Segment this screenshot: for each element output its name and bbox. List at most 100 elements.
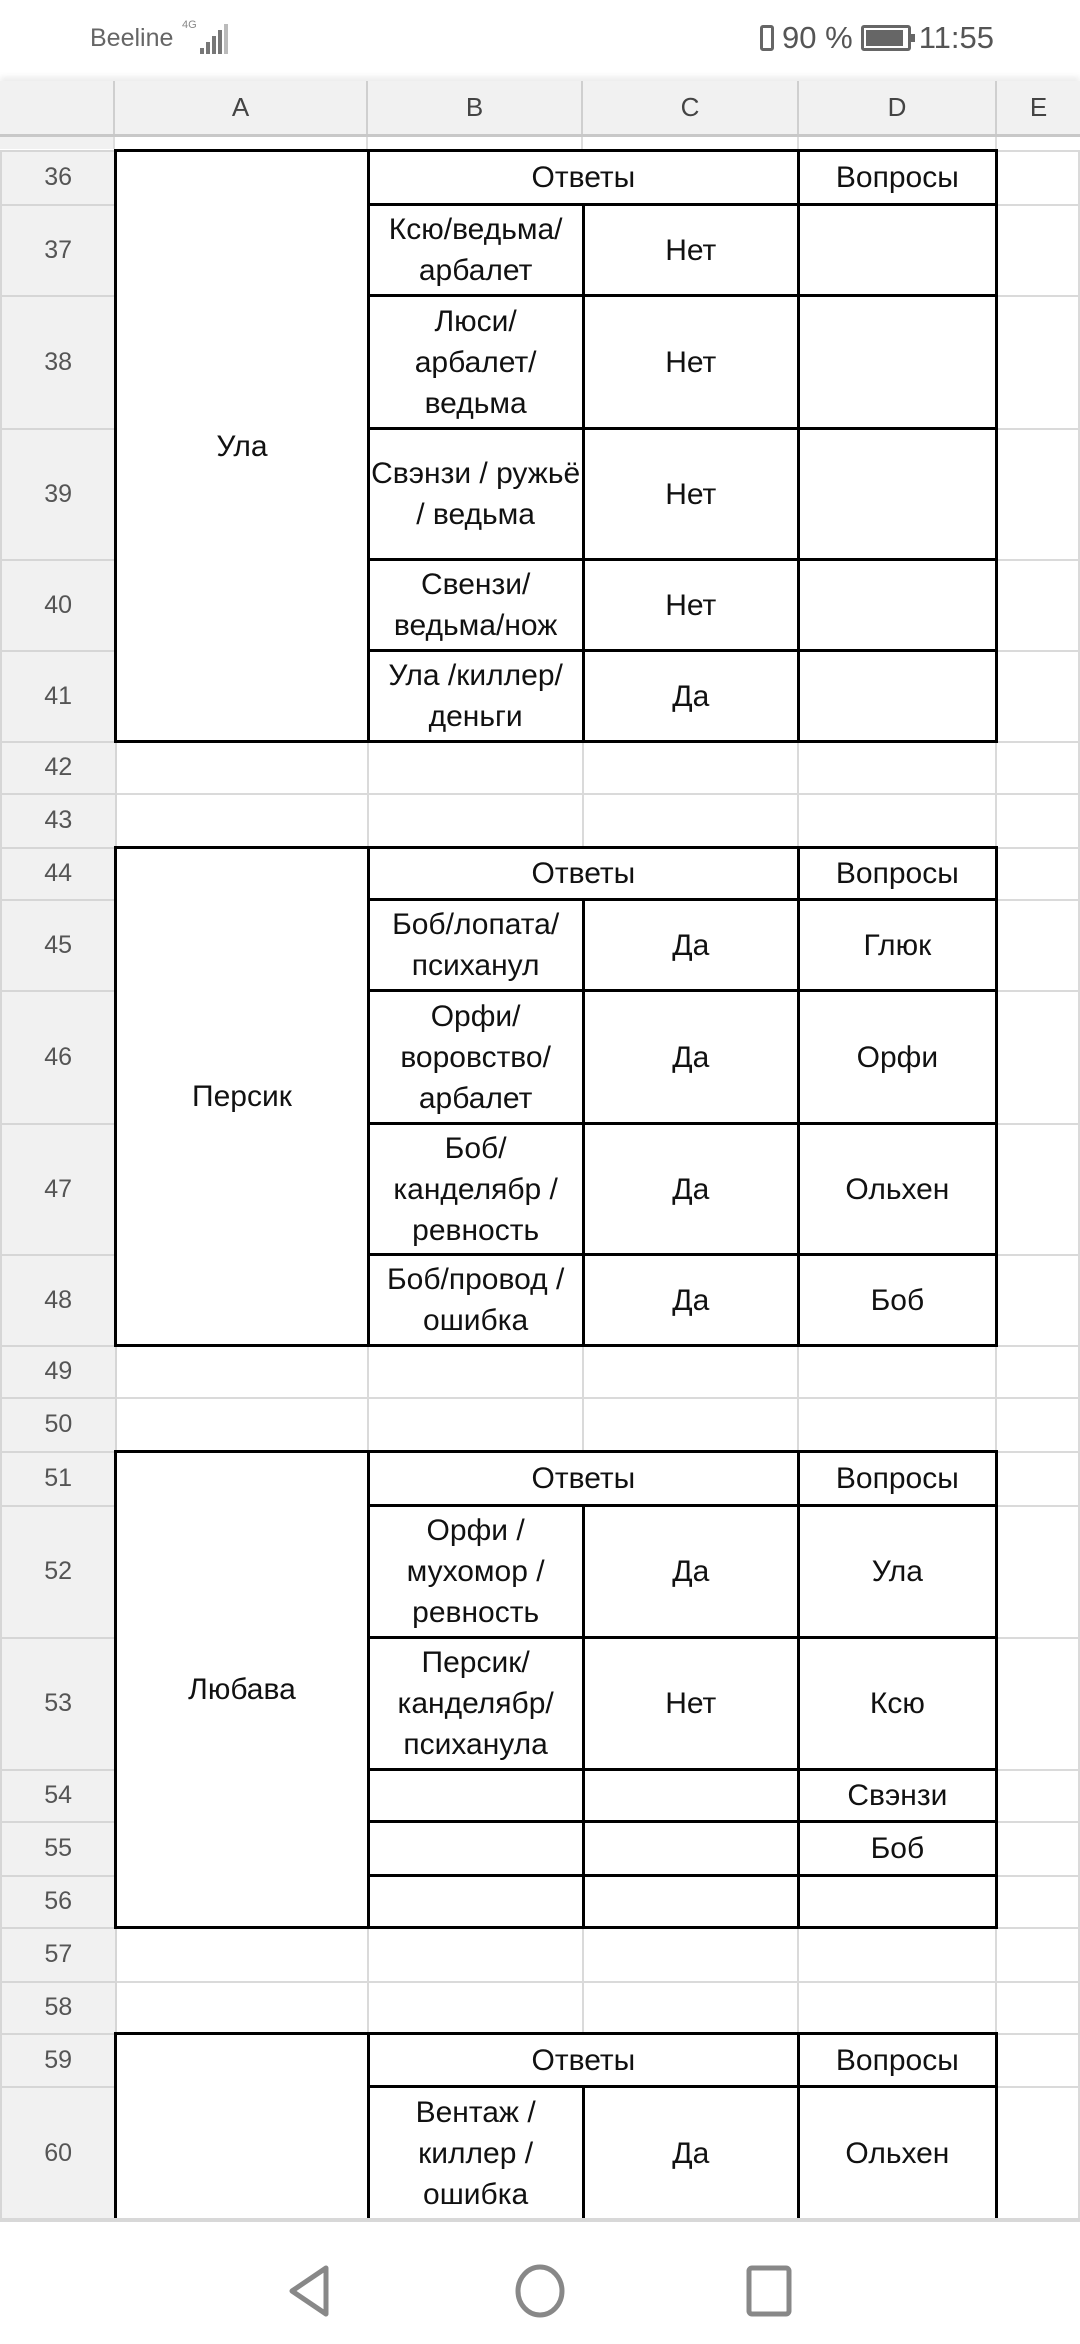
- cell-d[interactable]: [797, 1926, 998, 1983]
- row-header[interactable]: 53: [0, 1636, 117, 1771]
- cell-a-player-name[interactable]: Любава: [114, 1450, 370, 1929]
- cell-d-question[interactable]: [796, 649, 998, 743]
- cell-c-result[interactable]: [581, 1820, 800, 1877]
- cell-b-answer[interactable]: Свэнзи / ружьё / ведьма: [366, 427, 585, 561]
- row-header[interactable]: 44: [0, 846, 117, 901]
- cell-d[interactable]: [797, 740, 998, 795]
- cell-e[interactable]: [995, 1636, 1080, 1771]
- cell-c-result[interactable]: Да: [581, 898, 800, 992]
- row-header[interactable]: 51: [0, 1450, 117, 1507]
- cell-e[interactable]: [995, 427, 1080, 561]
- cell-a[interactable]: [114, 792, 370, 849]
- cell-d-question[interactable]: Глюк: [796, 898, 998, 992]
- row-header[interactable]: 52: [0, 1504, 117, 1639]
- row-header[interactable]: 50: [0, 1396, 117, 1453]
- back-icon[interactable]: [286, 2264, 330, 2323]
- cell-b[interactable]: [367, 1344, 585, 1399]
- cell-c-result[interactable]: Да: [581, 1122, 800, 1256]
- cell-d-question[interactable]: Ксю: [796, 1636, 998, 1771]
- row-header[interactable]: 55: [0, 1820, 117, 1877]
- cell-a[interactable]: [114, 1926, 370, 1983]
- cell-c-result[interactable]: Да: [581, 989, 800, 1125]
- cell-d-question[interactable]: Орфи: [796, 989, 998, 1125]
- cell-d[interactable]: [797, 1980, 998, 2035]
- cell-e[interactable]: [995, 989, 1080, 1125]
- cell-a[interactable]: [114, 740, 370, 795]
- row-header[interactable]: 57: [0, 1926, 117, 1983]
- cell-b-answer[interactable]: Вентаж / киллер / ошибка: [366, 2085, 585, 2221]
- cell-b[interactable]: [367, 1980, 585, 2035]
- cell-a[interactable]: [114, 1980, 370, 2035]
- cell-a-player-name[interactable]: [114, 2032, 370, 2220]
- cell-b[interactable]: [367, 1926, 585, 1983]
- row-header[interactable]: 40: [0, 558, 117, 652]
- cell-b[interactable]: [367, 1396, 585, 1453]
- cell-d-question[interactable]: [796, 427, 998, 561]
- cell-c[interactable]: [582, 1926, 800, 1983]
- row-header[interactable]: 49: [0, 1344, 117, 1399]
- column-header-c[interactable]: C: [583, 81, 799, 134]
- cell-a-player-name[interactable]: Ула: [114, 149, 370, 743]
- cell-c-result[interactable]: Да: [581, 649, 800, 743]
- row-header[interactable]: 42: [0, 740, 117, 795]
- cell-c-result[interactable]: Да: [581, 1504, 800, 1639]
- recents-icon[interactable]: [746, 2264, 792, 2323]
- cell-e[interactable]: [995, 203, 1080, 297]
- row-header[interactable]: 59: [0, 2032, 117, 2088]
- cell-answers-header[interactable]: Ответы: [366, 149, 800, 206]
- home-icon[interactable]: [514, 2264, 566, 2323]
- row-header[interactable]: 39: [0, 427, 117, 561]
- cell-c-result[interactable]: Нет: [581, 558, 800, 652]
- cell-e[interactable]: [995, 1344, 1080, 1399]
- cell-b-answer[interactable]: Свензи/ ведьма/нож: [366, 558, 585, 652]
- cell-e[interactable]: [995, 792, 1080, 849]
- cell-c-result[interactable]: Нет: [581, 294, 800, 430]
- cell-e[interactable]: [995, 1450, 1080, 1507]
- cell-b-answer[interactable]: Ула /киллер/ деньги: [366, 649, 585, 743]
- cell-e[interactable]: [995, 846, 1080, 901]
- cell-e[interactable]: [995, 1768, 1080, 1823]
- cell-e[interactable]: [995, 558, 1080, 652]
- cell-e[interactable]: [995, 1396, 1080, 1453]
- cell-d[interactable]: [797, 792, 998, 849]
- cell-c-result[interactable]: Нет: [581, 427, 800, 561]
- cell-c[interactable]: [582, 1980, 800, 2035]
- cell-b-answer[interactable]: [366, 1874, 585, 1929]
- cell-e[interactable]: [995, 2085, 1080, 2221]
- row-header[interactable]: 41: [0, 649, 117, 743]
- cell-c[interactable]: [582, 792, 800, 849]
- cell-e[interactable]: [995, 740, 1080, 795]
- cell-c-result[interactable]: Да: [581, 1253, 800, 1347]
- cell-c-result[interactable]: [581, 1768, 800, 1823]
- cell-b-answer[interactable]: Ксю/ведьма/ арбалет: [366, 203, 585, 297]
- row-header[interactable]: 48: [0, 1253, 117, 1347]
- row-header[interactable]: 58: [0, 1980, 117, 2035]
- cell-e[interactable]: [995, 1980, 1080, 2035]
- cell-d-question[interactable]: Боб: [796, 1820, 998, 1877]
- row-header[interactable]: 38: [0, 294, 117, 430]
- cell-d-question[interactable]: [796, 558, 998, 652]
- cell-e[interactable]: [995, 149, 1080, 206]
- cell-b-answer[interactable]: Боб/ канделябр / ревность: [366, 1122, 585, 1256]
- cell-b-answer[interactable]: Боб/провод / ошибка: [366, 1253, 585, 1347]
- cell-c[interactable]: [582, 740, 800, 795]
- cell-b-answer[interactable]: Орфи / мухомор / ревность: [366, 1504, 585, 1639]
- row-header[interactable]: 36: [0, 149, 117, 206]
- cell-d[interactable]: [797, 1344, 998, 1399]
- cell-questions-header[interactable]: Вопросы: [796, 2032, 998, 2088]
- spreadsheet-grid[interactable]: 36 Ула Ответы Вопросы 37 Ксю/ведьма/ арбалет Н…: [0, 149, 1080, 2221]
- cell-e[interactable]: [995, 1504, 1080, 1639]
- cell-b-answer[interactable]: [366, 1820, 585, 1877]
- cell-questions-header[interactable]: Вопросы: [796, 846, 998, 901]
- cell-d-question[interactable]: Ольхен: [796, 2085, 998, 2221]
- cell-b-answer[interactable]: Боб/лопата/ психанул: [366, 898, 585, 992]
- cell-c-result[interactable]: Да: [581, 2085, 800, 2221]
- cell-e[interactable]: [995, 1926, 1080, 1983]
- cell-b-answer[interactable]: [366, 1768, 585, 1823]
- cell-a[interactable]: [114, 1344, 370, 1399]
- cell-d-question[interactable]: Свэнзи: [796, 1768, 998, 1823]
- row-header[interactable]: 60: [0, 2085, 117, 2221]
- cell-questions-header[interactable]: Вопросы: [796, 1450, 998, 1507]
- cell-e[interactable]: [995, 1820, 1080, 1877]
- select-all-corner[interactable]: [0, 81, 115, 134]
